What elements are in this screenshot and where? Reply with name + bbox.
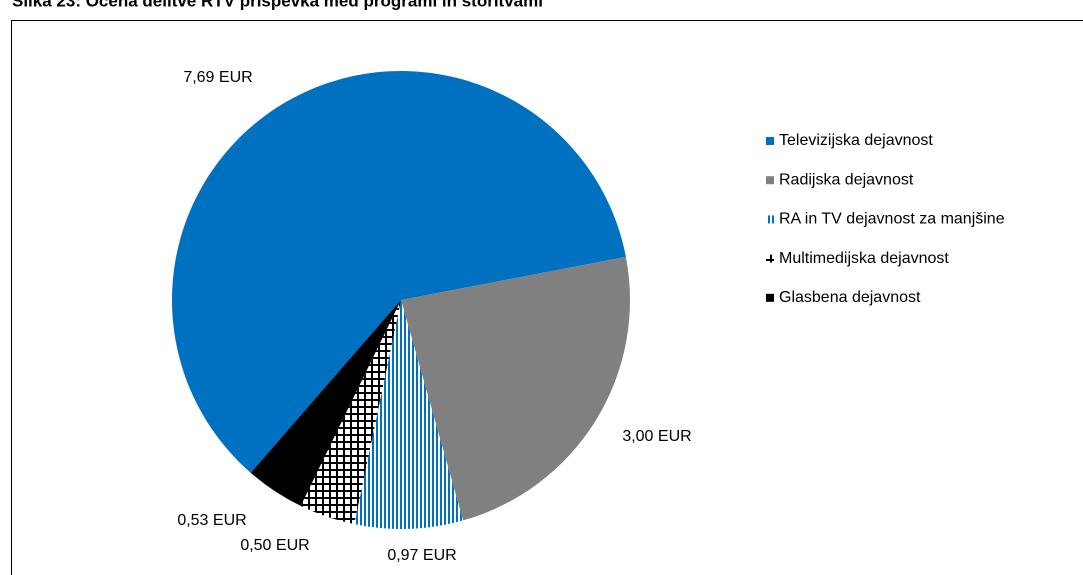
legend-marker (766, 254, 774, 263)
pie-slice (300, 300, 401, 525)
pie-slice (401, 256, 630, 521)
pie-slice (172, 71, 626, 473)
chart-title: Slika 23: Ocena delitve RTV prispevka me… (12, 0, 543, 10)
legend-label: Televizijska dejavnost (779, 132, 933, 149)
data-label: 3,00 EUR (622, 428, 691, 445)
pie-slice (354, 300, 464, 529)
legend-marker (766, 215, 774, 224)
pie-slice (250, 300, 401, 506)
legend-label: RA in TV dejavnost za manjšine (779, 211, 1005, 228)
legend-label: Radijska dejavnost (779, 171, 914, 188)
data-label: 7,69 EUR (183, 69, 252, 86)
legend-marker (766, 293, 774, 302)
legend-marker (766, 176, 774, 185)
data-label: 0,53 EUR (177, 512, 246, 529)
data-label: 0,50 EUR (240, 537, 309, 554)
legend-marker (766, 137, 774, 145)
legend-label: Glasbena dejavnost (779, 289, 921, 306)
data-label: 0,97 EUR (387, 547, 456, 564)
legend-label: Multimedijska dejavnost (779, 250, 949, 267)
